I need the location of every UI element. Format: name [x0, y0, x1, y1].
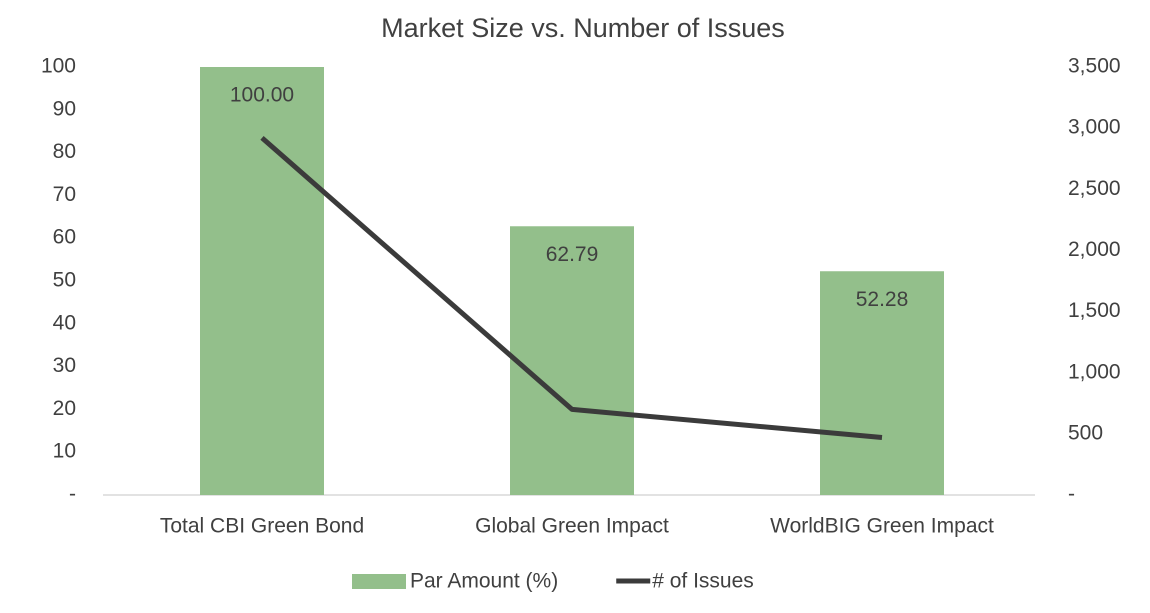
- y-tick-label: -: [69, 483, 76, 506]
- data-label: 100.00: [230, 84, 294, 107]
- x-tick-label: Global Green Impact: [475, 515, 669, 538]
- y2-tick-label: -: [1068, 483, 1075, 506]
- y-tick-label: 90: [53, 97, 76, 120]
- y-tick-label: 40: [53, 311, 76, 334]
- y-tick-label: 50: [53, 269, 76, 292]
- y-tick-label: 10: [53, 440, 76, 463]
- y2-tick-label: 500: [1068, 421, 1103, 444]
- y2-tick-label: 2,500: [1068, 177, 1121, 200]
- bar: [510, 226, 634, 496]
- y-tick-label: 60: [53, 226, 76, 249]
- y2-tick-label: 2,000: [1068, 238, 1121, 261]
- y-tick-label: 100: [41, 55, 76, 78]
- legend-swatch: [352, 574, 406, 589]
- y-tick-label: 20: [53, 397, 76, 420]
- line: [260, 136, 883, 441]
- bar: [200, 67, 324, 495]
- data-label: 62.79: [546, 243, 599, 266]
- legend-label: Par Amount (%): [410, 570, 558, 593]
- data-label: 52.28: [856, 288, 909, 311]
- legend-label: # of Issues: [652, 570, 754, 593]
- y2-tick-label: 1,500: [1068, 299, 1121, 322]
- bar: [820, 271, 944, 495]
- y-tick-label: 80: [53, 140, 76, 163]
- chart-title: Market Size vs. Number of Issues: [381, 13, 785, 43]
- x-tick-label: WorldBIG Green Impact: [770, 515, 994, 538]
- x-tick-label: Total CBI Green Bond: [160, 515, 364, 538]
- y2-tick-label: 1,000: [1068, 360, 1121, 383]
- y2-tick-label: 3,000: [1068, 116, 1121, 139]
- y-tick-label: 30: [53, 354, 76, 377]
- y-tick-label: 70: [53, 183, 76, 206]
- y2-tick-label: 3,500: [1068, 55, 1121, 78]
